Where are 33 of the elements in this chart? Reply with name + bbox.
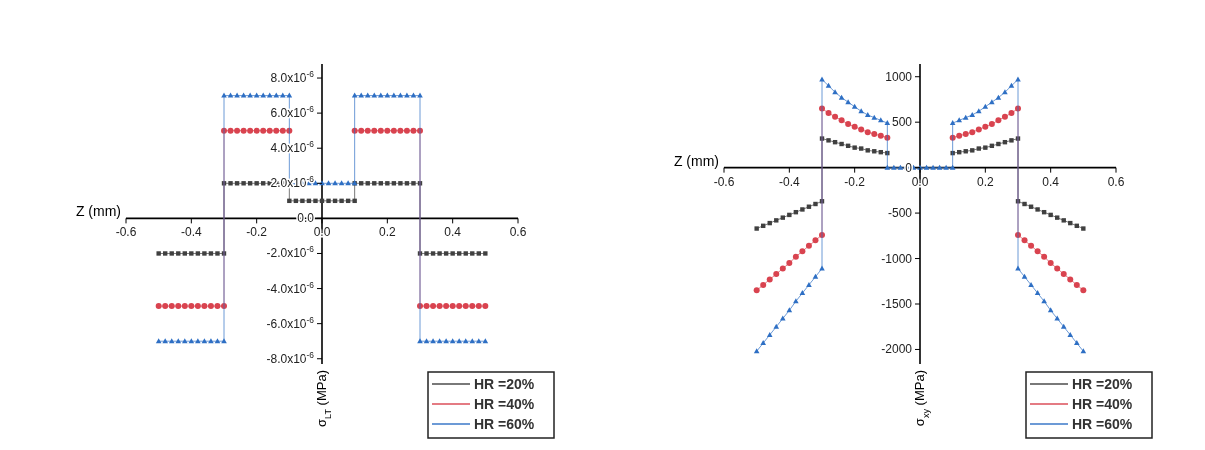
x-tick-label: 0.4 bbox=[1042, 174, 1060, 189]
x-tick-label: 0.4 bbox=[444, 225, 462, 240]
y-tick-label: 4.0x10$^{-6}$ bbox=[270, 139, 315, 156]
x-axis-title: Z (mm) bbox=[75, 203, 121, 220]
y-tick-label: 6.0x10$^{-6}$ bbox=[270, 104, 315, 121]
y-tick-label: 1000 bbox=[885, 69, 913, 84]
x-tick-label: -0.6 bbox=[115, 225, 137, 240]
legend-label: HR =60% bbox=[1072, 416, 1133, 432]
x-tick-label: -0.4 bbox=[778, 174, 800, 189]
legend-label: HR =40% bbox=[1072, 396, 1133, 412]
x-tick-label: 0.6 bbox=[509, 225, 527, 240]
x-tick-label: -0.2 bbox=[844, 174, 866, 189]
y-tick-label: -4.0x10$^{-6}$ bbox=[266, 279, 315, 296]
y-tick-label: -2.0x10$^{-6}$ bbox=[266, 244, 315, 261]
y-tick-label: 8.0x10$^{-6}$ bbox=[270, 69, 315, 86]
legend-label: HR =40% bbox=[474, 396, 535, 412]
y-tick-label: -6.0x10$^{-6}$ bbox=[266, 314, 315, 331]
x-axis-title: Z (mm) bbox=[673, 152, 719, 169]
x-tick-label: -0.4 bbox=[180, 225, 202, 240]
x-tick-label: -0.2 bbox=[246, 225, 268, 240]
y-tick-label: -2000 bbox=[881, 342, 913, 357]
y-tick-label: -8.0x10$^{-6}$ bbox=[266, 349, 315, 366]
legend-label: HR =60% bbox=[474, 416, 535, 432]
legend-label: HR =20% bbox=[474, 376, 535, 392]
y-tick-label: -1000 bbox=[881, 251, 913, 266]
x-tick-label: 0.2 bbox=[378, 225, 396, 240]
y-tick-label: -1500 bbox=[881, 297, 913, 311]
y-tick-label: 500 bbox=[891, 115, 913, 130]
legend-label: HR =20% bbox=[1072, 376, 1133, 392]
y-tick-label: -500 bbox=[887, 206, 913, 221]
x-tick-label: -0.6 bbox=[713, 174, 735, 189]
x-tick-label: 0.2 bbox=[976, 174, 994, 189]
x-tick-label: 0.6 bbox=[1107, 174, 1125, 189]
